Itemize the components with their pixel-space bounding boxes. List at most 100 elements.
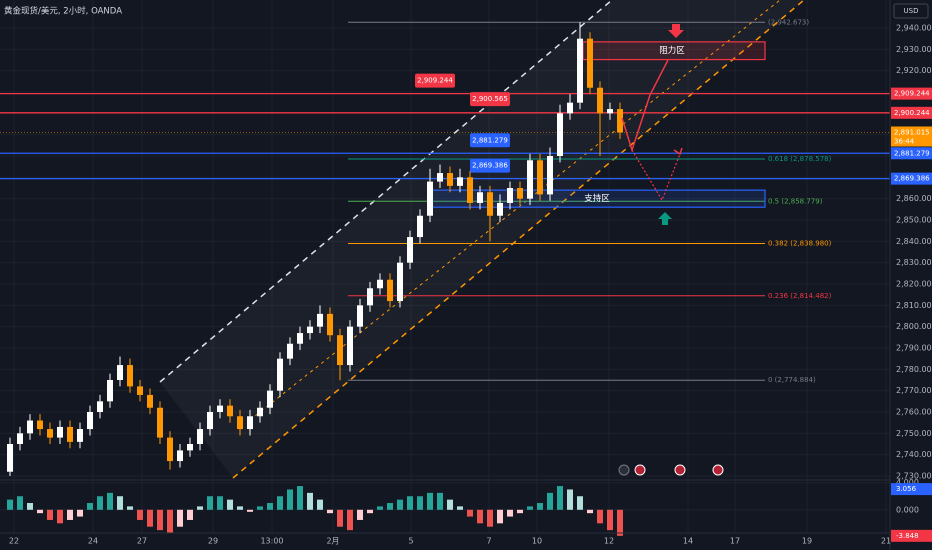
up-arrow bbox=[658, 212, 672, 225]
callout-box bbox=[415, 73, 455, 88]
fib-label: 0.236 (2,814.482) bbox=[768, 292, 832, 300]
candle-body bbox=[247, 416, 253, 430]
candle-body bbox=[607, 109, 613, 114]
candle-body bbox=[447, 173, 453, 186]
candle-body bbox=[497, 202, 503, 216]
macd-bar bbox=[287, 489, 293, 510]
macd-bar bbox=[77, 509, 83, 517]
candle-body bbox=[67, 426, 73, 442]
price-tag-label: 2,900.244 bbox=[894, 109, 930, 117]
macd-bar bbox=[197, 506, 203, 510]
candle-body bbox=[567, 102, 573, 114]
y-tick-label: 2,740.000 bbox=[896, 450, 932, 459]
x-tick-label: 2月 bbox=[326, 537, 339, 546]
price-tag bbox=[891, 87, 932, 100]
arrowhead bbox=[673, 147, 683, 156]
macd-tag bbox=[891, 483, 932, 496]
currency-box[interactable] bbox=[893, 3, 929, 19]
fib-label: 0.618 (2,878.578) bbox=[768, 155, 832, 163]
candle-body bbox=[387, 279, 393, 302]
price-tag bbox=[891, 106, 932, 119]
callout-label: 2,881.279 bbox=[472, 136, 508, 144]
event-icon[interactable] bbox=[634, 464, 646, 476]
candle-body bbox=[7, 444, 13, 472]
candle-body bbox=[507, 188, 513, 203]
macd-bar bbox=[597, 509, 603, 524]
grid bbox=[0, 0, 890, 533]
macd-bar bbox=[487, 509, 493, 527]
x-tick-label: 5 bbox=[408, 537, 413, 546]
y-tick-label: 2,840.000 bbox=[896, 237, 932, 246]
macd-bar bbox=[417, 496, 423, 510]
macd-bar bbox=[67, 509, 73, 520]
candle-body bbox=[327, 313, 333, 336]
macd-bar bbox=[337, 509, 343, 527]
y-tick-label: 2,730.000 bbox=[896, 472, 932, 481]
candle-body bbox=[277, 358, 283, 391]
macd-tag-label: 3.056 bbox=[896, 485, 917, 493]
x-tick-label: 12 bbox=[604, 537, 614, 546]
price-tag-label: 2,909.244 bbox=[894, 90, 930, 98]
macd-bar bbox=[537, 503, 543, 510]
macd-bar bbox=[437, 492, 443, 510]
macd-bar bbox=[377, 506, 383, 510]
x-tick-label: 21 bbox=[881, 537, 891, 546]
candle-body bbox=[307, 326, 313, 334]
macd-bar bbox=[477, 509, 483, 524]
macd-bar bbox=[97, 496, 103, 510]
macd-bar bbox=[177, 509, 183, 527]
macd-bar bbox=[587, 509, 593, 514]
candle-body bbox=[287, 343, 293, 359]
x-tick-label: 7 bbox=[486, 537, 491, 546]
candle-body bbox=[427, 181, 433, 216]
candle-body bbox=[257, 407, 263, 417]
macd-bar bbox=[157, 509, 163, 531]
candle-body bbox=[27, 420, 33, 434]
candle-body bbox=[467, 177, 473, 203]
candle-body bbox=[127, 365, 133, 387]
macd-bar bbox=[357, 509, 363, 520]
event-icon[interactable] bbox=[618, 464, 630, 476]
candle-body bbox=[557, 113, 563, 156]
fib-label: (2,942.673) bbox=[768, 18, 809, 26]
candle-body bbox=[407, 237, 413, 263]
candle-body bbox=[137, 386, 143, 395]
candle-body bbox=[377, 279, 383, 289]
candle-body bbox=[587, 38, 593, 88]
projection-up bbox=[621, 59, 669, 153]
candle-body bbox=[17, 433, 23, 444]
price-tag bbox=[891, 172, 932, 185]
x-tick-label: 17 bbox=[730, 537, 740, 546]
candle-body bbox=[57, 426, 63, 438]
macd-bar bbox=[407, 496, 413, 510]
callout-box bbox=[470, 92, 510, 107]
price-tag-label: 2,891.015 bbox=[894, 129, 930, 137]
x-tick-label: 22 bbox=[9, 537, 19, 546]
macd-bar bbox=[87, 503, 93, 510]
macd-bar bbox=[427, 492, 433, 510]
candle-body bbox=[117, 365, 123, 380]
candle-body bbox=[527, 160, 533, 199]
candle-body bbox=[47, 429, 53, 438]
y-tick-label: 2,940.000 bbox=[896, 24, 932, 33]
countdown: 36:44 bbox=[894, 138, 915, 146]
candle-body bbox=[417, 215, 423, 238]
macd-bar bbox=[527, 506, 533, 510]
candle-body bbox=[317, 313, 323, 327]
macd-bar bbox=[227, 499, 233, 510]
price-tag-label: 2,881.279 bbox=[894, 149, 930, 157]
macd-bar bbox=[317, 499, 323, 510]
event-icon[interactable] bbox=[712, 464, 724, 476]
candle-body bbox=[267, 390, 273, 408]
macd-bar bbox=[557, 486, 563, 510]
x-tick-label: 13:00 bbox=[260, 537, 283, 546]
price-tag bbox=[891, 147, 932, 160]
y-tick-label: 2,780.000 bbox=[896, 365, 932, 374]
candle-body bbox=[177, 450, 183, 462]
candle-body bbox=[167, 437, 173, 462]
macd-bar bbox=[247, 509, 253, 512]
event-icon[interactable] bbox=[674, 464, 686, 476]
candle-body bbox=[547, 156, 553, 195]
fib-label: 0.382 (2,838.980) bbox=[768, 240, 832, 248]
event-icons bbox=[618, 464, 724, 476]
